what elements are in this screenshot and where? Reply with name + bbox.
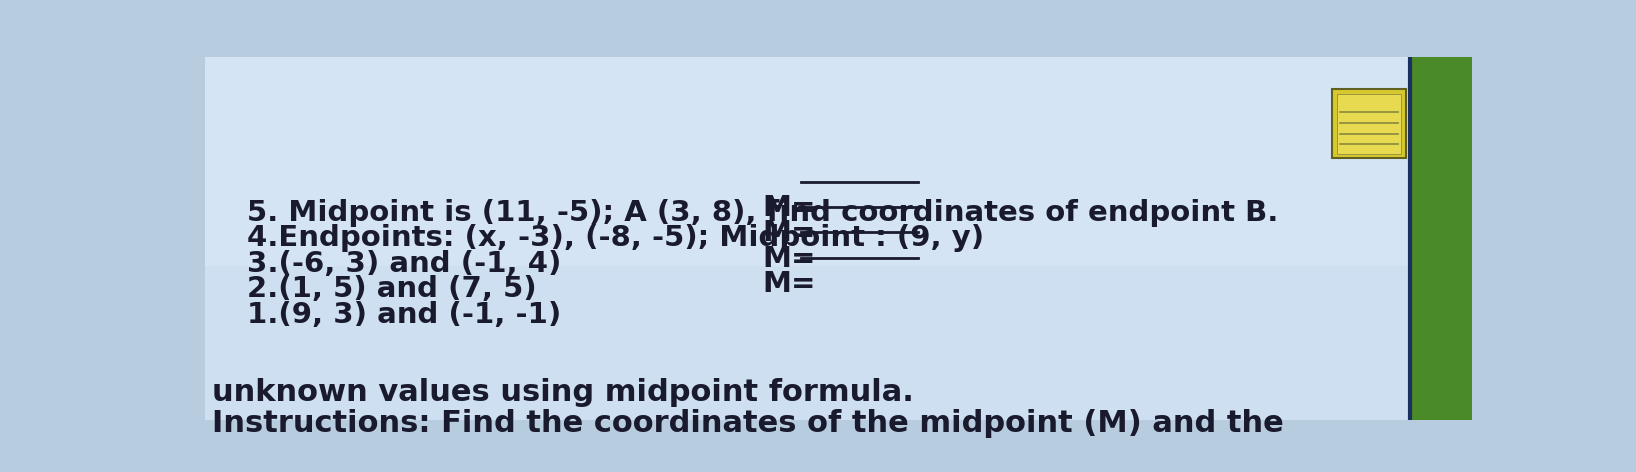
Text: Instructions: Find the coordinates of the midpoint (M) and the: Instructions: Find the coordinates of th… <box>213 409 1284 438</box>
Text: M=: M= <box>762 244 816 272</box>
Text: 3.(-6, 3) and (-1, 4): 3.(-6, 3) and (-1, 4) <box>247 250 561 278</box>
Text: 2.(1, 5) and (7, 5): 2.(1, 5) and (7, 5) <box>247 275 537 303</box>
Text: M=: M= <box>762 194 816 222</box>
FancyBboxPatch shape <box>1410 57 1472 420</box>
FancyBboxPatch shape <box>1332 89 1405 158</box>
Text: 4.Endpoints: (x, -3), (-8, -5); Midpoint : (9, y): 4.Endpoints: (x, -3), (-8, -5); Midpoint… <box>247 225 985 253</box>
FancyBboxPatch shape <box>1337 93 1400 154</box>
Text: unknown values using midpoint formula.: unknown values using midpoint formula. <box>213 378 915 407</box>
FancyBboxPatch shape <box>204 266 1472 420</box>
FancyBboxPatch shape <box>204 57 1472 420</box>
Text: 1.(9, 3) and (-1, -1): 1.(9, 3) and (-1, -1) <box>247 301 561 329</box>
Text: 5. Midpoint is (11, -5); A (3, 8), find coordinates of endpoint B.: 5. Midpoint is (11, -5); A (3, 8), find … <box>247 199 1278 227</box>
Text: M=: M= <box>762 270 816 298</box>
Text: M=: M= <box>762 219 816 247</box>
